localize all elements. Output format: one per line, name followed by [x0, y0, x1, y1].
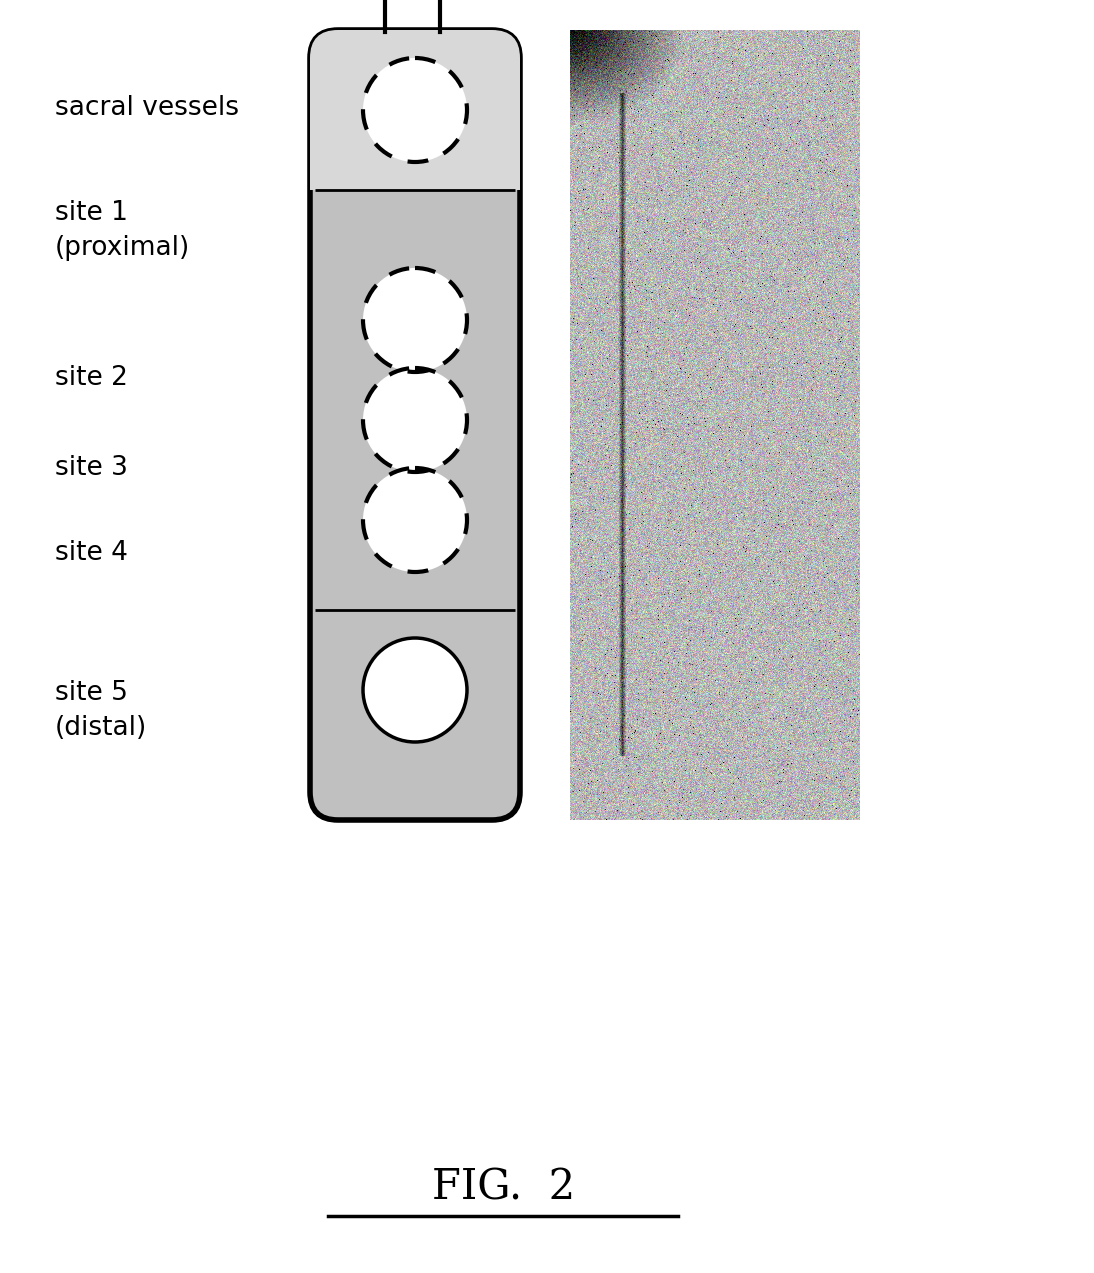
Text: site 3: site 3 [55, 454, 128, 481]
Text: site 5: site 5 [55, 680, 128, 707]
Text: (proximal): (proximal) [55, 236, 190, 261]
FancyBboxPatch shape [310, 31, 520, 820]
Text: site 2: site 2 [55, 365, 128, 391]
Circle shape [363, 59, 467, 162]
Text: site 1: site 1 [55, 200, 128, 227]
Circle shape [363, 468, 467, 572]
Text: (distal): (distal) [55, 715, 148, 741]
Bar [310, 31, 520, 190]
Text: FIG.  2: FIG. 2 [432, 1167, 574, 1209]
Circle shape [363, 368, 467, 472]
Circle shape [363, 638, 467, 742]
Circle shape [363, 269, 467, 372]
Text: sacral vessels: sacral vessels [55, 95, 238, 121]
Text: site 4: site 4 [55, 540, 128, 566]
